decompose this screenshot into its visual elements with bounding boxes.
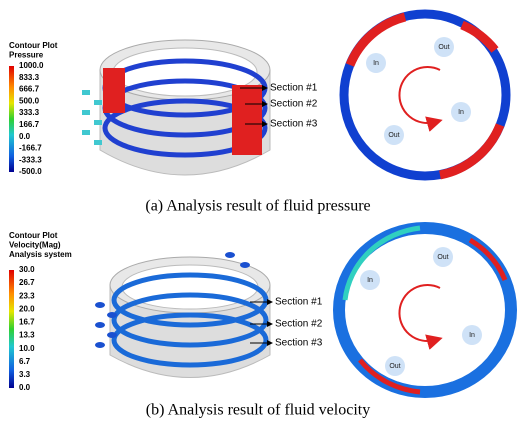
legend-label: 30.0	[19, 265, 35, 274]
port-label: Out	[437, 254, 448, 261]
section-label: Section #2	[275, 319, 323, 330]
legend-label: 0.0	[19, 132, 31, 141]
legend-label: 20.0	[19, 304, 35, 313]
port-label: In	[367, 277, 373, 284]
legend-label: 666.7	[19, 85, 40, 94]
caption: (a) Analysis result of fluid pressure	[145, 198, 370, 215]
color-bar	[9, 270, 14, 388]
port-label: In	[373, 60, 379, 67]
legend-title: Contour Plot	[9, 231, 58, 240]
pressure-section	[339, 9, 511, 181]
port-label: Out	[438, 44, 449, 51]
legend-label: 0.0	[19, 383, 31, 392]
legend-label: 1000.0	[19, 61, 44, 70]
legend-label: 6.7	[19, 357, 31, 366]
section-label: Section #3	[275, 338, 323, 349]
port-marker	[385, 356, 405, 376]
port-marker	[462, 325, 482, 345]
legend-label: 23.3	[19, 291, 35, 300]
legend-title: Contour Plot	[9, 41, 58, 50]
legend-label: 166.7	[19, 120, 40, 129]
legend-label: -500.0	[19, 167, 42, 176]
legend-label: 500.0	[19, 96, 40, 105]
legend-title: Analysis system	[9, 250, 72, 259]
legend-label: 13.3	[19, 331, 35, 340]
legend-label: 333.3	[19, 108, 40, 117]
pressure-model	[82, 39, 271, 176]
port-marker	[433, 247, 453, 267]
velocity-model	[95, 252, 271, 378]
legend-label: 833.3	[19, 73, 40, 82]
port-label: In	[458, 109, 464, 116]
section-label: Section #1	[275, 297, 323, 308]
port-marker	[366, 53, 386, 73]
section-label: Section #1	[270, 83, 318, 94]
port-marker	[451, 102, 471, 122]
port-label: Out	[388, 132, 399, 139]
legend-label: 16.7	[19, 318, 35, 327]
port-label: In	[469, 332, 475, 339]
legend-title: Velocity(Mag)	[9, 241, 61, 250]
section-label: Section #2	[270, 99, 318, 110]
port-marker	[384, 125, 404, 145]
port-label: Out	[389, 363, 400, 370]
velocity-section	[333, 222, 517, 398]
caption: (b) Analysis result of fluid velocity	[146, 402, 370, 419]
legend-label: 26.7	[19, 278, 35, 287]
legend-label: -333.3	[19, 155, 42, 164]
color-bar	[9, 66, 14, 172]
legend-label: 10.0	[19, 344, 35, 353]
section-label: Section #3	[270, 119, 318, 130]
port-marker	[360, 270, 380, 290]
legend-label: 3.3	[19, 370, 31, 379]
legend-label: -166.7	[19, 144, 42, 153]
legend-title: Pressure	[9, 51, 44, 60]
port-marker	[434, 37, 454, 57]
